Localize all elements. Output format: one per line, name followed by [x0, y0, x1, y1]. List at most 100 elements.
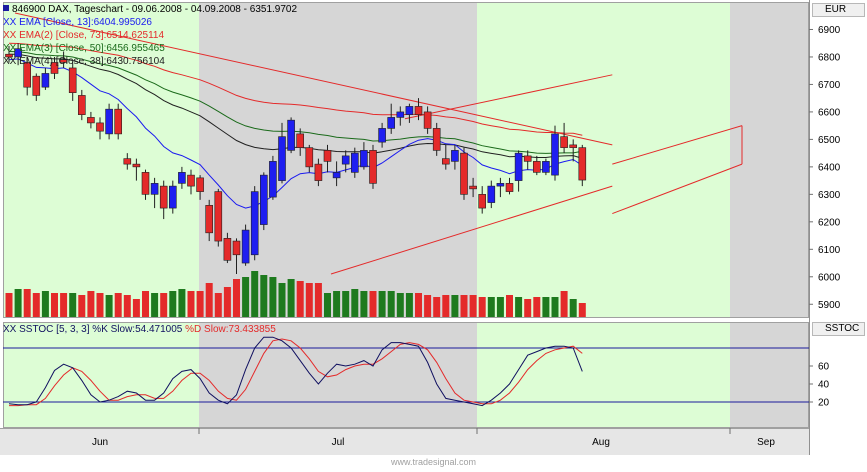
candle-body	[5, 53, 13, 58]
candle-body	[205, 205, 213, 234]
volume-bar	[378, 291, 386, 317]
footer-credit: www.tradesignal.com	[390, 457, 477, 467]
candle-body	[169, 185, 177, 209]
symbol-square-icon	[3, 5, 9, 11]
volume-bar	[405, 293, 413, 317]
candle-body	[223, 238, 232, 261]
legend-sstoc: XX SSTOC [5, 3, 3] %K Slow:54.471005 %D …	[3, 324, 276, 335]
price-tick-label: 6500	[818, 135, 841, 146]
d-slow-line	[9, 338, 583, 407]
osc-panel-border	[3, 322, 809, 428]
background-shading	[0, 0, 810, 455]
candle-body	[105, 108, 113, 135]
candle-body	[332, 172, 341, 179]
volume-bar	[542, 297, 550, 317]
candle-body	[523, 155, 532, 162]
volume-bar	[515, 297, 523, 317]
volume-bar	[314, 283, 322, 317]
axes: 5900 6000 6100 6200 6300 6400 6500 6600 6700 6800…	[92, 25, 841, 448]
volume-bar	[506, 295, 513, 317]
trend-line-upper	[14, 12, 613, 146]
volume-bar	[342, 291, 350, 317]
price-band	[199, 2, 477, 318]
candle-body	[259, 174, 268, 225]
volume-bar	[69, 293, 77, 317]
volume-bar	[96, 293, 104, 317]
price-tick-label: 6000	[818, 272, 841, 283]
candle-body	[159, 185, 168, 209]
candle-body	[532, 161, 541, 173]
candle-body	[123, 158, 132, 165]
candle-body	[487, 185, 496, 203]
candle-body	[378, 128, 386, 143]
price-tick-label: 6100	[818, 245, 841, 256]
price-tick-label: 5900	[818, 300, 841, 311]
legend-ema13: XX EMA [Close, 13]:6404.995026	[3, 17, 152, 28]
legend-ema38: XX EMA(4) [Close, 38]:6430.756104	[3, 56, 165, 67]
price-panel	[5, 12, 743, 317]
candle-body	[560, 136, 568, 148]
osc-band	[730, 322, 809, 428]
month-label: Jul	[332, 437, 345, 448]
price-tick-label: 6700	[818, 80, 841, 91]
volume-bar	[269, 277, 277, 317]
volume-bar	[60, 293, 68, 317]
candle-body	[360, 150, 368, 168]
k-slow-line	[8, 336, 583, 407]
volume-bar	[41, 291, 49, 317]
candle-body	[23, 62, 32, 88]
wedge-line-2	[612, 163, 743, 215]
volume-bar	[214, 293, 222, 317]
sstoc-k-label: XX SSTOC [5, 3, 3] %K Slow:54.471005	[3, 324, 183, 335]
candle-body	[314, 163, 323, 181]
price-band	[730, 2, 809, 318]
month-label: Aug	[592, 437, 610, 448]
volume-bar	[460, 295, 468, 317]
volume-bar	[51, 293, 58, 317]
candle-body	[505, 183, 514, 192]
volume-bar	[132, 299, 140, 317]
volume-bar	[169, 291, 177, 317]
candle-body	[141, 172, 150, 195]
candle-body	[451, 150, 459, 162]
candle-body	[551, 133, 559, 176]
price-tick-label: 6600	[818, 107, 841, 118]
price-tick-label: 6400	[818, 162, 841, 173]
candle-body	[469, 185, 477, 190]
candle-body	[341, 155, 350, 165]
symbol-label: 846900 DAX, Tageschart - 09.06.2008 - 04…	[12, 4, 298, 15]
volume-bar	[333, 291, 341, 317]
oscillator-axis-tag: SSTOC	[812, 322, 865, 336]
trend-line-lower	[330, 185, 613, 275]
candle-body	[187, 174, 195, 187]
x-axis-bg	[0, 428, 809, 455]
price-axis-tag: EUR	[812, 3, 865, 17]
price-tick-label: 6800	[818, 52, 841, 63]
candle-body	[50, 62, 59, 74]
volume-bar	[442, 295, 450, 317]
candle-body	[78, 95, 86, 115]
candle-body	[59, 59, 68, 63]
volume-bar	[32, 293, 40, 317]
volume-bar	[569, 299, 577, 317]
volume-bar	[5, 293, 13, 317]
volume-bar	[415, 293, 422, 317]
legend-ema73: XX EMA(2) [Close, 73]:6514.625114	[3, 30, 165, 41]
volume-bar	[23, 289, 31, 317]
volume-bar	[324, 293, 331, 317]
volume-bar	[305, 283, 313, 317]
volume-bar	[451, 295, 459, 317]
candle-body	[114, 108, 122, 135]
candle-body	[350, 152, 359, 173]
osc-tick-label: 40	[818, 380, 830, 391]
volume-bar	[296, 281, 304, 317]
volume-bar	[14, 289, 22, 317]
candle-body	[178, 172, 186, 184]
candle-body	[150, 183, 159, 195]
volume-bar	[551, 297, 559, 317]
candle-body	[369, 150, 377, 184]
volume-bar	[369, 291, 377, 317]
volume-bar	[114, 293, 122, 317]
candle-body	[278, 136, 286, 181]
candle-body	[232, 240, 241, 256]
